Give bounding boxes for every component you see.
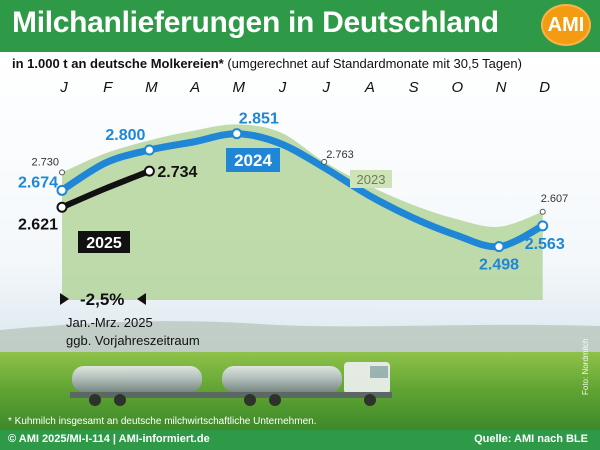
data-label-2024-4: 2.851 (239, 111, 279, 128)
right-triangle-icon (60, 293, 69, 305)
subtitle-unit: in 1.000 t an deutsche Molkereien* (12, 56, 224, 71)
x-tick-label: A (364, 79, 375, 96)
photo-credit: Foto: Nordmilch (581, 338, 590, 395)
data-label-2024-10: 2.498 (479, 257, 519, 274)
x-tick-label: J (59, 79, 68, 96)
x-tick-label: S (409, 79, 419, 96)
series-2025-line (59, 168, 153, 211)
chart-subtitle: in 1.000 t an deutsche Molkereien* (umge… (12, 56, 522, 71)
data-label-2024-2: 2.800 (105, 127, 145, 144)
tree-line (0, 321, 600, 360)
data-label-2023-6: 2.763 (326, 149, 354, 161)
x-tick-label: A (189, 79, 200, 96)
footer-bar: © AMI 2025/MI-I-114 | AMI-informiert.de … (0, 430, 600, 450)
data-point-2024-4 (231, 128, 243, 140)
data-point-2024-11 (537, 220, 549, 232)
data-point-2023-11 (539, 208, 546, 215)
change-period: Jan.-Mrz. 2025 (66, 315, 153, 330)
series-markers (56, 128, 549, 253)
copyright-text: © AMI 2025/MI-I-114 | AMI-informiert.de (8, 433, 210, 445)
data-label-2025-2: 2.734 (157, 164, 197, 181)
legend-2024-box (226, 148, 280, 172)
data-point-2023-6 (321, 158, 328, 165)
header-bar: Milchanlieferungen in Deutschland AMI (0, 0, 600, 52)
change-value: -2,5% (80, 290, 124, 309)
data-labels: 2.730 2.763 2.607 2.674 2.800 2.851 2.498 2.563… (18, 111, 568, 274)
x-tick-label: J (278, 79, 287, 96)
x-tick-label: O (451, 79, 463, 96)
data-point-2024-10 (493, 241, 505, 253)
x-tick-label: J (321, 79, 330, 96)
data-label-2024-11: 2.563 (525, 236, 565, 253)
data-label-2023-11: 2.607 (541, 193, 569, 205)
x-tick-label: F (103, 79, 113, 96)
tanker-truck (70, 362, 392, 406)
legend-2025-label: 2025 (86, 235, 122, 252)
footnote: * Kuhmilch insgesamt an deutsche milchwi… (8, 416, 317, 427)
series-2023-area (62, 124, 543, 300)
data-point-2023-0 (59, 169, 65, 176)
x-tick-label: D (539, 79, 550, 96)
legend-2023-box (350, 170, 392, 188)
change-annotation: -2,5% Jan.-Mrz. 2025 ggb. Vorjahreszeitr… (60, 290, 200, 348)
page-title: Milchanlieferungen in Deutschland (12, 6, 499, 39)
legend-2023: 2023 (350, 170, 392, 188)
subtitle-note: (umgerechnet auf Standardmonate mit 30,5… (223, 56, 522, 71)
x-tick-label: M (233, 79, 246, 96)
data-label-2025-0: 2.621 (18, 216, 58, 233)
legend-2023-label: 2023 (357, 172, 386, 187)
ami-logo: AMI (541, 4, 591, 46)
x-tick-label: M (145, 79, 158, 96)
data-point-2025-0 (56, 201, 68, 213)
data-label-2024-0: 2.674 (18, 174, 58, 191)
legend-2024: 2024 (226, 148, 280, 172)
left-triangle-icon (137, 293, 146, 305)
change-comparison: ggb. Vorjahreszeitraum (66, 333, 200, 348)
data-point-2025-2 (143, 165, 155, 177)
legend-2025: 2025 (78, 231, 130, 253)
data-point-2024-2 (143, 144, 155, 156)
data-point-2024-0 (56, 184, 68, 196)
legend-2025-box (78, 231, 130, 253)
data-label-2023-0: 2.730 (31, 156, 59, 168)
x-tick-label: N (496, 79, 507, 96)
legend-2024-label: 2024 (234, 151, 272, 170)
source-text: Quelle: AMI nach BLE (474, 433, 588, 445)
